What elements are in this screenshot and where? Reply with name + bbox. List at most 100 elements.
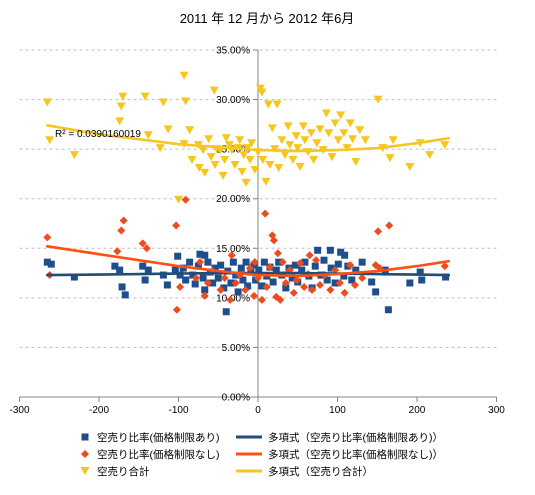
data-point-without-price-limit: [296, 259, 305, 268]
data-point-total: [293, 144, 303, 153]
data-point-total: [230, 161, 240, 170]
data-point-with-price-limit: [416, 268, 424, 276]
data-point-with-price-limit: [174, 252, 182, 260]
data-point-without-price-limit: [340, 288, 349, 297]
data-point-without-price-limit: [250, 291, 259, 300]
data-point-total: [69, 151, 79, 160]
data-point-with-price-limit: [111, 262, 119, 270]
data-point-with-price-limit: [70, 273, 78, 281]
y-tick-label: 0.00%: [222, 393, 250, 404]
data-point-with-price-limit: [209, 279, 217, 287]
data-point-total: [327, 153, 337, 162]
data-point-with-price-limit: [272, 266, 280, 274]
data-point-without-price-limit: [335, 278, 344, 287]
trendline-total: [46, 124, 451, 153]
data-point-with-price-limit: [348, 276, 356, 284]
data-point-total: [330, 119, 340, 128]
data-point-total: [339, 129, 349, 138]
data-point-with-price-limit: [234, 288, 242, 296]
data-point-with-price-limit: [406, 279, 414, 287]
data-point-total: [425, 151, 435, 160]
x-tick-label: 200: [409, 405, 426, 416]
data-point-with-price-limit: [269, 278, 277, 286]
data-point-total: [245, 156, 255, 165]
data-point-total: [312, 139, 322, 148]
data-point-total: [283, 122, 293, 131]
data-point-with-price-limit: [204, 258, 212, 266]
data-point-total: [163, 125, 173, 134]
data-point-with-price-limit: [179, 264, 187, 272]
data-point-total: [342, 144, 352, 153]
data-point-without-price-limit: [216, 285, 225, 294]
legend-label-total: 空売り合計: [97, 465, 150, 478]
data-point-without-price-limit: [326, 285, 335, 294]
data-point-without-price-limit: [181, 195, 190, 204]
data-point-without-price-limit: [231, 278, 240, 287]
data-point-total: [295, 162, 305, 171]
data-point-without-price-limit: [142, 244, 151, 253]
data-point-with-price-limit: [358, 258, 366, 266]
data-point-total: [257, 88, 267, 97]
data-point-with-price-limit: [176, 271, 184, 279]
data-point-total: [241, 178, 251, 187]
data-point-with-price-limit: [301, 258, 309, 266]
data-point-with-price-limit: [118, 283, 126, 291]
data-point-without-price-limit: [119, 216, 128, 225]
y-tick-label: 20.00%: [216, 194, 250, 205]
data-point-total: [209, 86, 219, 95]
data-point-total: [388, 136, 398, 145]
data-point-without-price-limit: [331, 266, 340, 275]
data-point-without-price-limit: [138, 239, 147, 248]
data-point-without-price-limit: [246, 264, 255, 273]
legend-marker-diamond: [81, 450, 89, 458]
data-point-total: [115, 117, 125, 126]
data-point-total: [187, 156, 197, 165]
data-point-with-price-limit: [252, 276, 260, 284]
data-point-with-price-limit: [199, 274, 207, 282]
legend-label-with-price-limit: 空売り比率(価格制限あり): [97, 431, 220, 444]
data-point-without-price-limit: [276, 295, 285, 304]
data-point-without-price-limit: [269, 236, 278, 245]
data-point-without-price-limit: [289, 288, 298, 297]
data-point-total: [247, 139, 257, 148]
legend-label-trend-with-price-limit: 多項式（空売り比率(価格制限あり)）: [268, 431, 443, 444]
data-point-without-price-limit: [172, 305, 181, 314]
data-point-without-price-limit: [203, 278, 212, 287]
legend-marker-square: [81, 433, 89, 441]
data-point-with-price-limit: [139, 262, 147, 270]
data-point-with-price-limit: [372, 288, 380, 296]
data-point-total: [174, 195, 183, 204]
data-point-without-price-limit: [113, 247, 122, 256]
trendlines: [46, 124, 451, 278]
data-point-total: [198, 146, 208, 155]
data-point-without-price-limit: [278, 258, 287, 267]
data-point-without-price-limit: [440, 262, 449, 271]
data-point-with-price-limit: [211, 264, 219, 272]
data-point-with-price-limit: [191, 280, 199, 288]
x-tick-label: -300: [9, 405, 29, 416]
data-point-with-price-limit: [239, 276, 247, 284]
data-point-total: [315, 125, 325, 134]
data-point-with-price-limit: [323, 276, 331, 284]
data-point-total: [360, 136, 370, 145]
data-point-without-price-limit: [176, 282, 185, 291]
data-point-with-price-limit: [144, 266, 152, 274]
data-point-with-price-limit: [171, 266, 179, 274]
data-point-with-price-limit: [201, 286, 209, 294]
data-point-total: [345, 119, 355, 128]
data-point-total: [181, 97, 191, 106]
legend-marker-triangle: [80, 467, 90, 475]
data-point-with-price-limit: [320, 256, 328, 264]
data-point-total: [140, 92, 150, 101]
data-point-without-price-limit: [220, 274, 229, 283]
y-tick-label: 5.00%: [222, 343, 250, 354]
data-point-total: [277, 136, 287, 145]
data-point-total: [300, 136, 310, 145]
data-point-without-price-limit: [43, 233, 52, 242]
data-point-total: [158, 98, 168, 107]
data-point-with-price-limit: [237, 264, 245, 272]
legend: 空売り比率(価格制限あり) 多項式（空売り比率(価格制限あり)） 空売り比率(価…: [80, 431, 443, 478]
data-point-with-price-limit: [314, 246, 322, 254]
data-point-total: [280, 151, 290, 160]
